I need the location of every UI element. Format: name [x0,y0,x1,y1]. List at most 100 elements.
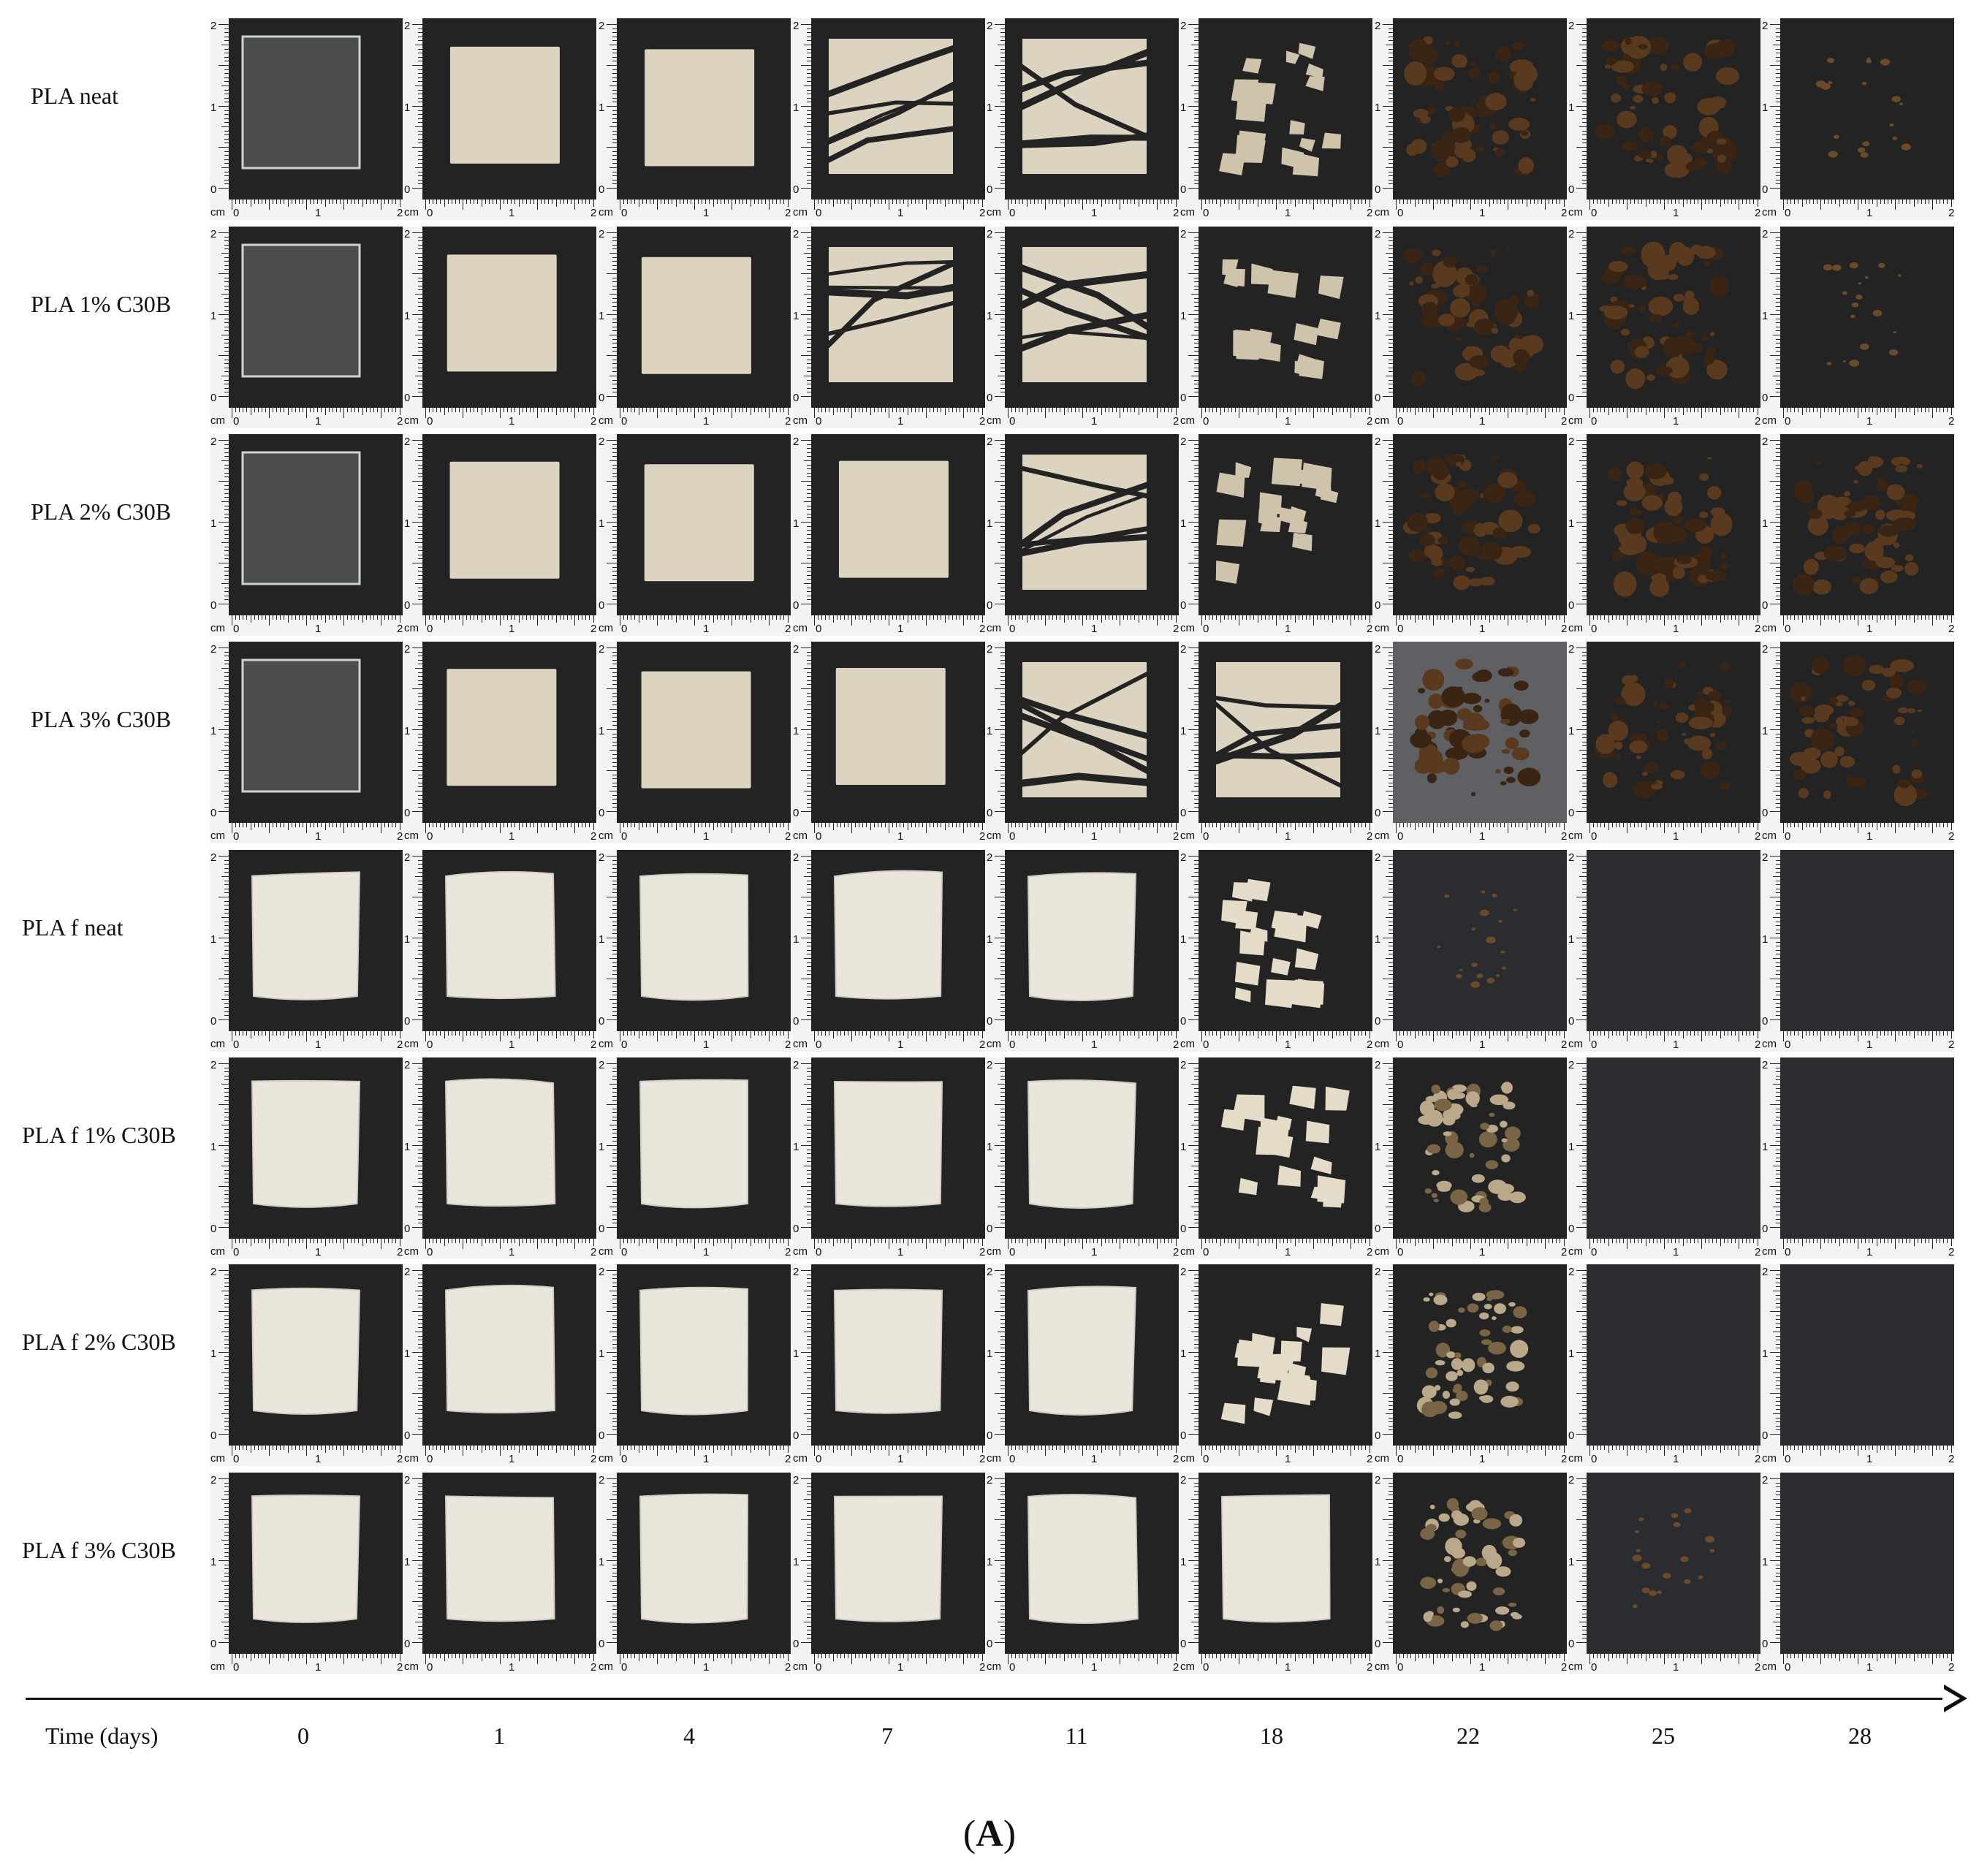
ruler-mark: 0 [1009,830,1015,843]
row-label: PLA 2% C30B [31,498,239,525]
ruler-mark: 0 [621,623,627,635]
ruler-mark: 1 [1091,623,1097,635]
ruler-mark: 0 [1397,623,1403,635]
ruler-mark: 1 [1673,207,1679,219]
ruler-mark: 1 [1479,623,1485,635]
vertical-ruler: 0 1 2 [792,850,811,1031]
ruler-mark: 0 [1762,1015,1768,1028]
ruler-mark: 0 [816,1246,821,1258]
ruler-unit: cm [210,829,225,842]
ruler-mark: 0 [233,415,239,428]
ruler-mark: 2 [1561,1038,1567,1051]
vertical-ruler: 0 1 2 [792,227,811,408]
specimen-photo: 0 1 2 cm 0 1 2 [598,434,791,636]
ruler-mark: 2 [1561,623,1567,635]
ruler-unit: cm [987,1660,1001,1673]
vertical-ruler: 0 1 2 [1761,850,1780,1031]
vertical-ruler: 0 1 2 [1180,1057,1199,1239]
ruler-mark: 0 [1785,1038,1790,1051]
specimen-image [1027,1079,1137,1209]
vertical-ruler: 0 1 2 [210,1264,229,1446]
ruler-mark: 1 [793,1141,799,1153]
ruler-mark: 0 [816,1038,821,1051]
horizontal-ruler: cm 0 1 2 [210,615,403,636]
row-label: PLA 3% C30B [31,706,239,732]
specimen-image [1792,456,1923,596]
vertical-ruler: 0 1 2 [1568,434,1587,615]
row-label: PLA 1% C30B [31,291,239,317]
ruler-unit: cm [1762,1452,1777,1465]
ruler-mark: 2 [404,1474,410,1486]
ruler-mark: 0 [1180,599,1186,612]
ruler-mark: 0 [599,392,604,404]
ruler-mark: 0 [427,1038,433,1051]
horizontal-ruler: cm 0 1 2 [210,200,403,220]
ruler-mark: 0 [1375,1015,1380,1028]
ruler-mark: 0 [1203,1246,1209,1258]
specimen-image [645,49,755,167]
ruler-mark: 2 [599,1474,604,1486]
horizontal-ruler: cm 0 1 2 [403,615,596,636]
ruler-mark: 2 [979,207,985,219]
ruler-mark: 0 [1180,392,1186,404]
ruler-unit: cm [404,206,419,219]
ruler-mark: 1 [1762,1141,1768,1153]
vertical-ruler: 0 1 2 [210,434,229,615]
specimen-image [1789,655,1929,807]
ruler-mark: 2 [397,830,403,843]
vertical-ruler: 0 1 2 [792,434,811,615]
horizontal-ruler: cm 0 1 2 [210,1654,403,1674]
ruler-mark: 2 [1561,1661,1567,1674]
specimen-image [1220,1085,1350,1208]
ruler-mark: 2 [987,228,992,240]
specimen-photo: 0 1 2 cm 0 1 2 [403,850,596,1052]
ruler-mark: 2 [1375,1474,1380,1486]
horizontal-ruler: cm 0 1 2 [1568,615,1760,636]
ruler-unit: cm [1568,622,1583,634]
ruler-mark: 1 [1673,1246,1679,1258]
specimen-photo: 0 1 2 cm 0 1 2 [1374,227,1567,428]
vertical-ruler: 0 1 2 [1180,642,1199,823]
horizontal-ruler: cm 0 1 2 [403,200,596,220]
ruler-mark: 1 [1285,1038,1291,1051]
ruler-unit: cm [1375,829,1389,842]
specimen-photo: 0 1 2 cm 0 1 2 [598,642,791,843]
ruler-mark: 2 [1948,623,1954,635]
specimen-photo: 0 1 2 cm 0 1 2 [598,227,791,428]
ruler-mark: 0 [987,392,992,404]
vertical-ruler: 0 1 2 [1761,642,1780,823]
ruler-mark: 2 [1173,1038,1179,1051]
ruler-mark: 2 [397,623,403,635]
ruler-mark: 1 [703,1038,709,1051]
specimen-photo: 0 1 2 cm 0 1 2 [986,850,1179,1052]
vertical-ruler: 0 1 2 [1180,1264,1199,1446]
ruler-mark: 1 [987,310,992,322]
horizontal-ruler: cm 0 1 2 [986,1031,1179,1052]
ruler-mark: 1 [897,1038,903,1051]
ruler-mark: 2 [1948,1661,1954,1674]
horizontal-ruler: cm 0 1 2 [1374,615,1567,636]
ruler-mark: 2 [1568,1474,1574,1486]
ruler-mark: 0 [599,599,604,612]
ruler-mark: 2 [785,1661,791,1674]
ruler-unit: cm [599,622,613,634]
specimen-photo: 0 1 2 cm 0 1 2 [986,434,1179,636]
specimen-photo: 0 1 2 cm 0 1 2 [1180,1057,1372,1259]
ruler-unit: cm [404,1452,419,1465]
specimen-image [1019,662,1150,797]
row-label: PLA neat [31,83,239,109]
ruler-unit: cm [793,1452,808,1465]
ruler-mark: 0 [1568,392,1574,404]
ruler-mark: 1 [1762,725,1768,737]
ruler-mark: 1 [1762,102,1768,114]
time-value: 1 [470,1723,528,1750]
horizontal-ruler: cm 0 1 2 [1761,1031,1954,1052]
ruler-mark: 2 [397,1038,403,1051]
ruler-mark: 1 [1375,725,1380,737]
vertical-ruler: 0 1 2 [1761,434,1780,615]
specimen-photo: 0 1 2 cm 0 1 2 [1180,1264,1372,1466]
ruler-mark: 2 [793,1474,799,1486]
horizontal-ruler: cm 0 1 2 [1180,823,1372,843]
ruler-mark: 2 [1180,436,1186,448]
horizontal-ruler: cm 0 1 2 [210,1446,403,1466]
